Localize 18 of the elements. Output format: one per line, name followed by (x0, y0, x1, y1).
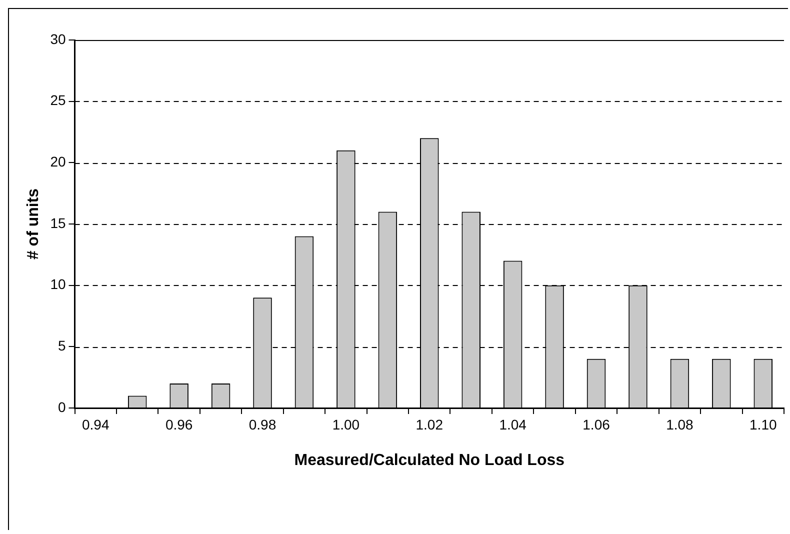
x-tick-label: 1.04 (499, 416, 527, 432)
y-axis-title: # of units (25, 188, 42, 260)
x-tick-label: 1.00 (332, 416, 360, 432)
x-tick-label: 1.02 (416, 416, 444, 432)
y-tick-label: 10 (50, 276, 66, 292)
y-tick-label: 15 (50, 214, 66, 231)
x-tick-label: 1.06 (582, 416, 610, 432)
y-tick-label: 5 (58, 338, 66, 354)
y-tick-label: 0 (58, 398, 66, 415)
x-tick-label: 1.08 (666, 416, 694, 432)
x-tick-label: 1.10 (750, 416, 777, 432)
y-tick-label: 20 (50, 154, 66, 170)
x-axis-title: Measured/Calculated No Load Loss (294, 452, 565, 469)
x-tick-label: 0.98 (248, 416, 276, 432)
y-tick-label: 25 (50, 92, 66, 108)
y-tick-label: 30 (50, 30, 66, 47)
x-tick-label: 0.94 (82, 416, 110, 432)
x-tick-label: 0.96 (165, 416, 193, 432)
